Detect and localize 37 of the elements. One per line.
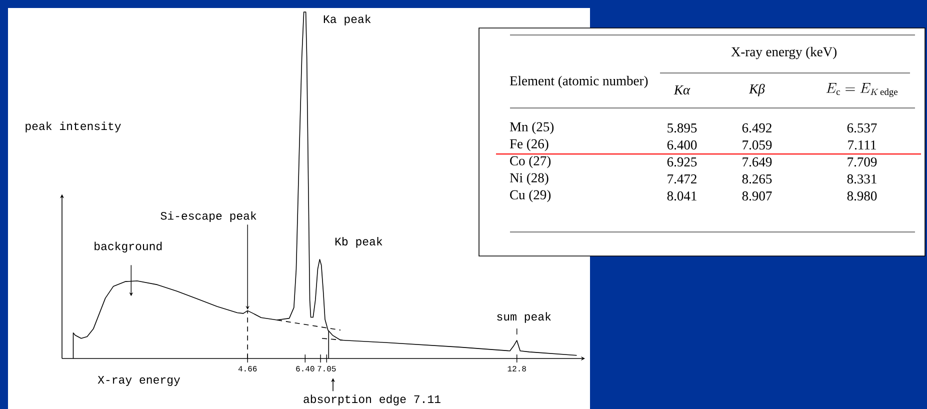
y-tick-label: Fe (26)	[510, 138, 548, 152]
data-label: 7.472	[668, 174, 696, 184]
data-label: 7.709	[848, 157, 877, 167]
data-label: 6.492	[742, 123, 772, 133]
data-label: 8.041	[667, 191, 696, 201]
x-tick-label: $E_{\mathrm{c}} = E_{K\,\mathrm{edge}}$	[826, 83, 898, 98]
x-tick-label: 12.8	[508, 366, 526, 372]
x-tick-label: Kα	[674, 86, 690, 94]
data-label: 6.400	[667, 140, 697, 150]
annotation: Si-escape peak	[160, 211, 256, 222]
x-tick-label: 6.40	[296, 366, 314, 372]
data-label: 8.907	[742, 191, 772, 201]
data-label: 7.649	[742, 157, 772, 167]
y-axis-title: Element (atomic number)	[510, 76, 648, 88]
y-axis-title: peak intensity	[26, 122, 121, 132]
y-tick-label: Mn (25)	[510, 122, 554, 134]
x-axis-title: X-ray energy	[98, 376, 180, 386]
text: absorption edge 7.11	[304, 394, 440, 406]
y-tick-label: Ni (28)	[510, 172, 548, 186]
y-tick-label: Cu (29)	[510, 190, 551, 202]
data-label: 8.980	[847, 191, 877, 201]
data-label: 5.895	[668, 123, 697, 133]
annotation: Kb peak	[335, 237, 382, 248]
data-label: 6.537	[847, 123, 877, 133]
data-label: 6.925	[667, 157, 697, 167]
annotation: background	[94, 242, 162, 252]
x-tick-label: Kβ	[748, 84, 765, 96]
data-label: 8.331	[847, 174, 876, 184]
annotation: sum peak	[497, 312, 551, 323]
data-label: 7.059	[742, 140, 772, 150]
x-tick-label: 4.66	[238, 366, 257, 372]
data-label: 8.265	[742, 174, 772, 184]
chart-title: X-ray energy (keV)	[731, 46, 837, 60]
data-label: 7.111	[848, 140, 876, 150]
annotation: Ka peak	[324, 14, 371, 26]
y-tick-label: Co (27)	[510, 156, 551, 168]
x-tick-label: 7.05	[318, 366, 336, 372]
